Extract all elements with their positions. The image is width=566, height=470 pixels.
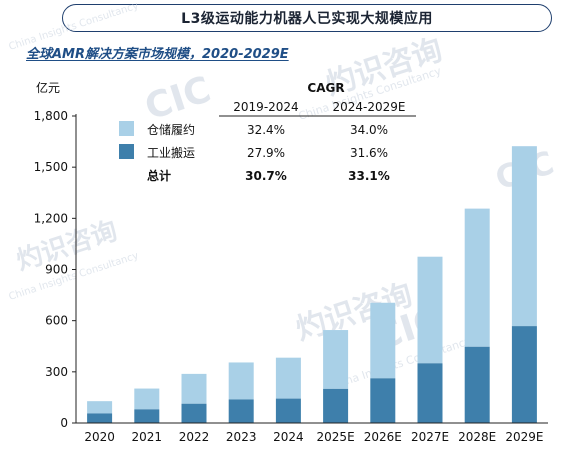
- bar-industrial-2021: [134, 409, 160, 423]
- legend-label: 总计: [147, 168, 171, 183]
- legend-label: 工业搬运: [147, 145, 195, 160]
- x-tick-label: 2028E: [458, 430, 496, 444]
- bar-warehouse-2021: [134, 388, 160, 410]
- page-title: L3级运动能力机器人已实现大规模应用: [181, 11, 433, 27]
- x-tick-label: 2023: [226, 430, 257, 444]
- cagr-value: 34.0%: [350, 123, 388, 137]
- title-banner: L3级运动能力机器人已实现大规模应用: [62, 4, 552, 32]
- x-tick-label: 2025E: [317, 430, 355, 444]
- y-axis-label: 亿元: [36, 80, 60, 95]
- x-tick-label: 2022: [179, 430, 210, 444]
- cagr-column-header: 2019-2024: [233, 100, 298, 114]
- legend-swatch: [119, 121, 134, 136]
- bar-warehouse-2023: [228, 362, 254, 400]
- bar-industrial-2028E: [464, 346, 490, 423]
- cagr-value: 33.1%: [348, 169, 390, 183]
- y-tick-label: 600: [45, 314, 68, 328]
- bar-industrial-2023: [228, 399, 254, 423]
- bar-warehouse-2028E: [464, 208, 490, 347]
- bar-industrial-2025E: [323, 388, 349, 423]
- bar-warehouse-2025E: [323, 330, 349, 389]
- bar-industrial-2027E: [417, 363, 443, 423]
- cagr-title: CAGR: [307, 81, 344, 95]
- bar-industrial-2024: [275, 398, 301, 423]
- legend-label: 仓储履约: [147, 122, 195, 137]
- y-tick-label: 300: [45, 365, 68, 379]
- cagr-table: CAGR 2019-2024 2024-2029E 仓储履约 32.4% 34.0% 工业搬…: [119, 81, 416, 183]
- bar-warehouse-2029E: [511, 146, 537, 327]
- bars-layer: [87, 146, 537, 423]
- bar-industrial-2020: [87, 413, 113, 423]
- y-tick-label: 0: [60, 416, 68, 430]
- y-tick-label: 1,800: [34, 109, 68, 123]
- cagr-value: 27.9%: [247, 146, 285, 160]
- x-tick-label: 2026E: [364, 430, 402, 444]
- y-tick-label: 1,200: [34, 211, 68, 225]
- bar-warehouse-2020: [87, 401, 113, 414]
- legend-swatch: [119, 144, 134, 159]
- bar-industrial-2026E: [370, 378, 396, 423]
- y-tick-label: 1,500: [34, 160, 68, 174]
- x-tick-label: 2029E: [505, 430, 543, 444]
- axes-layer: 0 300 600 900 1,200 1,500 1,800 亿元 2020 2021 2022 2…: [34, 80, 548, 444]
- x-tick-label: 2024: [273, 430, 304, 444]
- cagr-value: 31.6%: [350, 146, 388, 160]
- cagr-value: 30.7%: [245, 169, 287, 183]
- watermark-text: CIC: [140, 69, 216, 128]
- x-tick-label: 2021: [132, 430, 163, 444]
- y-tick-label: 900: [45, 263, 68, 277]
- x-tick-label: 2027E: [411, 430, 449, 444]
- bar-warehouse-2026E: [370, 302, 396, 379]
- bar-industrial-2022: [181, 403, 207, 423]
- cagr-column-header: 2024-2029E: [333, 100, 406, 114]
- chart-subtitle: 全球AMR解决方案市场规模，2020-2029E: [26, 47, 289, 62]
- bar-warehouse-2024: [275, 357, 301, 399]
- bar-warehouse-2027E: [417, 256, 443, 364]
- bar-industrial-2029E: [511, 326, 537, 423]
- bar-warehouse-2022: [181, 373, 207, 404]
- x-tick-label: 2020: [84, 430, 115, 444]
- watermark-text: China Insights Consultancy: [8, 0, 140, 52]
- cagr-value: 32.4%: [247, 123, 285, 137]
